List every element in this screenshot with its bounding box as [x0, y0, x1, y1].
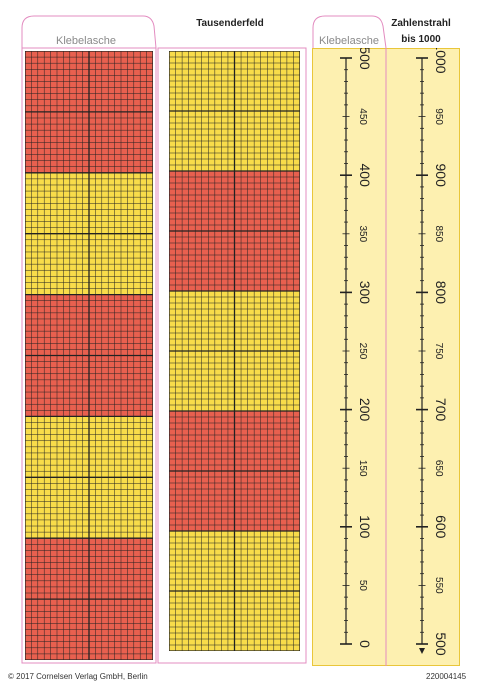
scale-label: 500: [357, 48, 373, 70]
item-number: 220004145: [426, 672, 467, 681]
right-glue-tab-label: Klebelasche: [319, 35, 379, 47]
scale-label: 50: [357, 580, 368, 592]
scale-label: 500: [433, 632, 449, 656]
ruler-title-line1: Zahlenstrahl: [391, 18, 451, 29]
scale-label: 600: [433, 515, 449, 539]
scale-label: 850: [433, 225, 444, 242]
scale-label: 150: [357, 460, 368, 477]
number-line-strip: 0 50 100 150 200 250 300 350 400 450 500 500 550 600…: [312, 48, 460, 666]
left-glue-tab-outline: [21, 15, 157, 49]
scale-label: 650: [433, 460, 444, 477]
scale-label: 1000: [433, 48, 449, 74]
scale-label: 800: [433, 281, 449, 305]
left-field-outline: [21, 47, 157, 664]
scale-label: 550: [433, 577, 444, 594]
scale-label: 400: [357, 164, 373, 188]
field-grid: [169, 51, 300, 651]
scale-label: 900: [433, 164, 449, 188]
scale-label: 750: [433, 343, 444, 360]
field-grid: [25, 51, 153, 660]
ruler-left-scale: 0 50 100 150 200 250 300 350 400 450 500: [340, 48, 373, 648]
scale-label: 950: [433, 108, 444, 125]
scale-label: 100: [357, 515, 373, 539]
scale-label: 200: [357, 398, 373, 422]
scale-label: 250: [357, 343, 368, 360]
thousand-field-left: [25, 51, 153, 660]
scale-label: 300: [357, 281, 373, 305]
ruler-right-scale: 500 550 600 650 700 750 800 850 900 950 1000: [416, 48, 449, 656]
right-field-outline: [157, 47, 307, 664]
scale-label: 350: [357, 225, 368, 242]
scale-label: 450: [357, 108, 368, 125]
field-title: Tausenderfeld: [196, 18, 264, 29]
scale-label: 0: [357, 640, 373, 648]
scale-arrow: [419, 648, 425, 654]
copyright: © 2017 Cornelsen Verlag GmbH, Berlin: [8, 672, 148, 681]
scale-label: 700: [433, 398, 449, 422]
left-glue-tab-label: Klebelasche: [56, 35, 116, 47]
thousand-field-right: [169, 51, 300, 651]
right-glue-tab-outline: [312, 15, 387, 49]
ruler-title-line2: bis 1000: [401, 34, 441, 45]
